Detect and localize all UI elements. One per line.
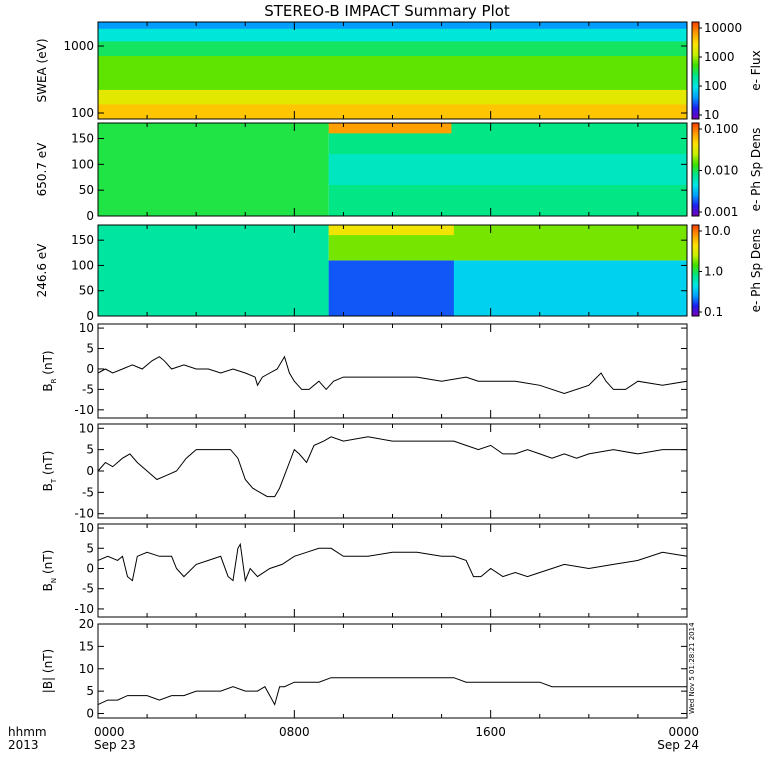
y-tick-label: 10 [79,421,94,435]
panel-bmag: |B| (nT) [41,623,688,719]
y-axis-label: |B| (nT) [41,649,55,693]
y-axis-label: 650.7 eV [35,142,49,197]
panel-frame [97,323,688,419]
y-label-subscript: R [50,378,58,383]
y-label-subscript: N [50,578,58,583]
y-tick-label: 0 [86,561,94,575]
y-tick-label: 1000 [63,39,94,53]
spectrogram-region [328,260,454,316]
spectrogram-band [98,55,687,91]
panel-pad-246 [97,224,702,317]
y-tick-label: 150 [71,233,94,247]
colorbar [691,224,700,317]
y-tick-label: 10 [79,662,94,676]
y-tick-label: 5 [86,443,94,457]
y-tick-label: 0 [86,309,94,323]
colorbar-label: e- Ph Sp Dens [749,229,763,313]
trace-bmag [97,677,687,706]
panel-bt: BT (nT) [41,423,688,519]
time-tick-label: 0000 [668,725,699,739]
colorbar-tick-label: 0.001 [704,205,738,219]
spectrogram-region [98,225,329,316]
y-tick-label: 100 [71,258,94,272]
spectrogram-region [98,123,329,216]
colorbar-tick-label: 10000 [704,21,742,35]
spectrogram-region [328,225,454,236]
y-tick-label: 0 [86,362,94,376]
colorbar-tick-label: 1.0 [704,265,723,279]
panel-frame [97,423,688,519]
y-tick-label: -5 [82,382,94,396]
date-label: Sep 24 [657,738,699,752]
plot-title: STEREO-B IMPACT Summary Plot [264,2,510,20]
y-axis-label: BT (nT) [41,451,58,492]
y-tick-label: 150 [71,132,94,146]
y-tick-label: -5 [82,582,94,596]
spectrogram-region [328,123,452,134]
y-axis-label: 246.6 eV [35,243,49,298]
y-label-unit: (nT) [41,350,55,378]
time-tick-label: 1600 [475,725,506,739]
y-tick-label: 0 [86,464,94,478]
panel-frame [97,523,688,618]
y-axis-label: BR (nT) [41,350,58,391]
time-axis-year: 2013 [8,738,39,752]
spectrogram-region [328,154,687,185]
y-axis-label: SWEA (eV) [35,38,49,102]
y-label-unit: (nT) [41,550,55,578]
date-label: Sep 23 [94,738,136,752]
y-tick-label: 50 [79,183,94,197]
y-axis-label: BN (nT) [41,550,58,592]
y-tick-label: 50 [79,284,94,298]
y-tick-label: 5 [86,541,94,555]
spectrogram-band [98,28,687,42]
y-label-main: B [41,383,55,391]
time-axis-header: hhmm [8,725,47,739]
trace-bt [97,436,687,498]
y-label-main: |B| (nT) [41,649,55,693]
y-tick-label: 15 [79,639,94,653]
colorbar-label: e- Flux [749,50,763,90]
panel-swea [97,21,702,120]
y-tick-label: 100 [71,106,94,120]
y-tick-label: -10 [74,507,94,521]
generation-timestamp: Wed Nov 5 01:28:21 2014 [688,622,696,714]
y-tick-label: 5 [86,342,94,356]
y-tick-label: 0 [86,707,94,721]
colorbar-tick-label: 0.100 [704,122,738,136]
time-tick-label: 0800 [279,725,310,739]
colorbar-tick-label: 1000 [704,50,735,64]
y-label-unit: (nT) [41,451,55,479]
y-tick-label: -10 [74,602,94,616]
colorbar-tick-label: 10 [704,108,719,122]
y-tick-label: 0 [86,209,94,223]
colorbar-label: e- Ph Sp Dens [749,128,763,212]
y-tick-label: 20 [79,617,94,631]
trace-br [97,355,688,395]
panel-frame [97,623,688,719]
spectrogram-band [98,41,687,57]
colorbar-tick-label: 10.0 [704,224,731,238]
panel-pad-650 [97,122,702,217]
colorbar-tick-label: 100 [704,79,727,93]
y-tick-label: 5 [86,684,94,698]
y-label-main: B [41,583,55,591]
panel-br: BR (nT) [41,323,688,419]
colorbar-tick-label: 0.010 [704,164,738,178]
y-tick-label: 10 [79,521,94,535]
y-label-main: B [41,483,55,491]
panel-bn: BN (nT) [41,523,688,618]
time-tick-label: 0000 [94,725,125,739]
colorbar [691,21,700,120]
y-label-subscript: T [50,478,58,484]
spectrogram-band [98,89,687,105]
y-tick-label: -5 [82,485,94,499]
trace-bn [97,542,688,583]
y-tick-label: 100 [71,157,94,171]
colorbar-tick-label: 0.1 [704,305,723,319]
y-tick-label: -10 [74,403,94,417]
colorbar [691,122,700,217]
y-tick-label: 10 [79,321,94,335]
